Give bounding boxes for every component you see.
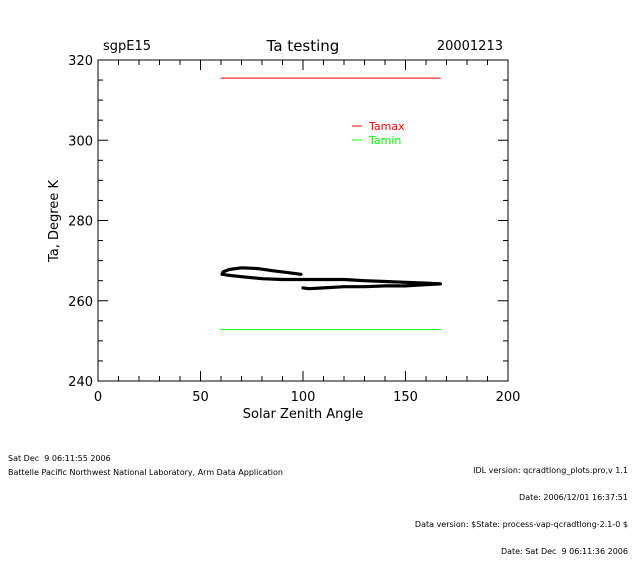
x-tick-label: 200 [496, 390, 521, 405]
plot-area: 0 50 100 150 200 240 260 280 300 320 [68, 54, 520, 405]
y-tick-label: 300 [68, 134, 93, 149]
x-tick-label: 50 [192, 390, 209, 405]
y-tick-label: 320 [68, 54, 93, 69]
footer-timestamp: Sat Dec 9 06:11:55 2006 [8, 454, 111, 463]
x-axis-label: Solar Zenith Angle [243, 407, 363, 422]
footer-version-line: Date: Sat Dec 9 06:11:36 2006 [500, 547, 628, 556]
x-tick-label: 100 [291, 390, 316, 405]
y-axis-label: Ta, Degree K [47, 180, 62, 263]
x-tick-label: 150 [393, 390, 418, 405]
x-tick-label: 0 [94, 390, 102, 405]
footer-org: Battelle Pacific Northwest National Labo… [8, 468, 283, 477]
y-tick-label: 240 [68, 375, 93, 390]
series-line-ta [301, 282, 442, 291]
footer-version-line: Date: 2006/12/01 16:37:51 [519, 493, 628, 502]
chart-title: Ta testing [266, 37, 340, 55]
footer-version-line: Data version: $State: process-vap-qcradt… [414, 520, 628, 529]
plot-frame [97, 59, 509, 382]
y-tick-label: 260 [68, 295, 93, 310]
chart-figure: sgpE15 Ta testing 20001213 0 50 100 150 200 2… [47, 37, 520, 422]
legend-label: Tamin [368, 134, 401, 147]
legend-label: Tamax [368, 120, 405, 133]
footer-version-line: IDL version: qcradtlong_plots.pro,v 1.1 [473, 466, 628, 475]
date-label: 20001213 [437, 39, 503, 54]
series-line-ta [220, 266, 442, 286]
site-label: sgpE15 [103, 39, 151, 54]
footer-version-info: IDL version: qcradtlong_plots.pro,v 1.1 … [415, 448, 628, 565]
y-tick-label: 280 [68, 215, 93, 230]
